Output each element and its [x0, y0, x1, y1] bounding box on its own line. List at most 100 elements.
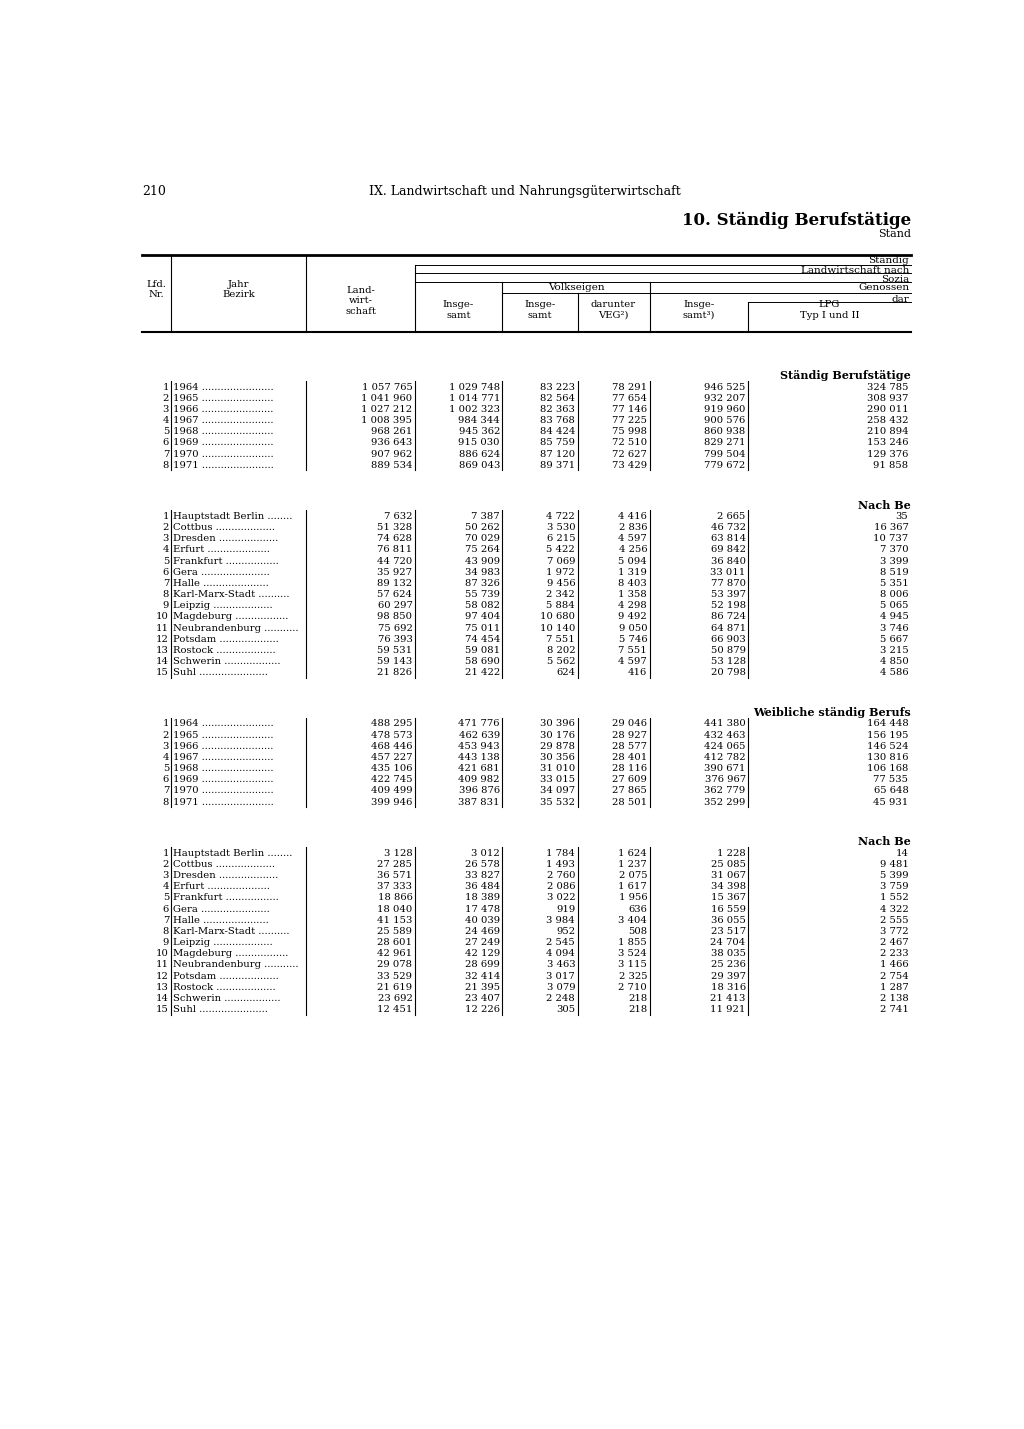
Text: 16 367: 16 367 — [873, 523, 908, 532]
Text: 21 619: 21 619 — [377, 983, 413, 992]
Text: 1 466: 1 466 — [880, 960, 908, 969]
Text: 4: 4 — [163, 416, 169, 424]
Text: 33 015: 33 015 — [540, 776, 575, 785]
Text: 936 643: 936 643 — [371, 439, 413, 447]
Text: 89 132: 89 132 — [377, 579, 413, 587]
Text: 1 956: 1 956 — [618, 893, 647, 903]
Text: 58 082: 58 082 — [465, 602, 500, 610]
Text: 3 746: 3 746 — [880, 623, 908, 633]
Text: 7 551: 7 551 — [547, 634, 575, 644]
Text: 4 322: 4 322 — [880, 905, 908, 913]
Text: 2 710: 2 710 — [618, 983, 647, 992]
Text: 1966 .......................: 1966 ....................... — [173, 404, 273, 414]
Text: 945 362: 945 362 — [459, 427, 500, 436]
Text: 29 078: 29 078 — [378, 960, 413, 969]
Text: Magdeburg .................: Magdeburg ................. — [173, 613, 289, 622]
Text: 7 387: 7 387 — [471, 512, 500, 522]
Text: Gera ......................: Gera ...................... — [173, 905, 269, 913]
Text: 7 551: 7 551 — [618, 646, 647, 654]
Text: Genossen: Genossen — [858, 283, 909, 292]
Text: 53 397: 53 397 — [711, 590, 745, 599]
Text: 5 351: 5 351 — [880, 579, 908, 587]
Text: 85 759: 85 759 — [541, 439, 575, 447]
Text: 421 681: 421 681 — [459, 765, 500, 773]
Text: 7: 7 — [163, 786, 169, 796]
Text: 76 393: 76 393 — [378, 634, 413, 644]
Text: 75 011: 75 011 — [465, 623, 500, 633]
Text: 9 492: 9 492 — [618, 613, 647, 622]
Text: 443 138: 443 138 — [459, 753, 500, 762]
Text: 1 287: 1 287 — [880, 983, 908, 992]
Text: 779 672: 779 672 — [705, 460, 745, 470]
Text: 3 772: 3 772 — [880, 927, 908, 936]
Text: 74 628: 74 628 — [378, 534, 413, 543]
Text: 6: 6 — [163, 776, 169, 785]
Text: 5: 5 — [163, 427, 169, 436]
Text: 3 399: 3 399 — [880, 557, 908, 566]
Text: 1: 1 — [163, 512, 169, 522]
Text: 6 215: 6 215 — [547, 534, 575, 543]
Text: 1967 .......................: 1967 ....................... — [173, 416, 273, 424]
Text: 10 680: 10 680 — [541, 613, 575, 622]
Text: 508: 508 — [628, 927, 647, 936]
Text: 1965 .......................: 1965 ....................... — [173, 730, 273, 740]
Text: 4 416: 4 416 — [618, 512, 647, 522]
Text: 3 022: 3 022 — [547, 893, 575, 903]
Text: 42 129: 42 129 — [465, 949, 500, 959]
Text: Potsdam ...................: Potsdam ................... — [173, 634, 279, 644]
Text: 1 319: 1 319 — [618, 567, 647, 577]
Text: 82 363: 82 363 — [541, 404, 575, 414]
Text: 2: 2 — [163, 394, 169, 403]
Text: 1 493: 1 493 — [546, 860, 575, 869]
Text: Ständig Berufstätige: Ständig Berufstätige — [780, 370, 910, 382]
Text: Sozia: Sozia — [881, 274, 909, 284]
Text: 218: 218 — [628, 995, 647, 1003]
Text: 20 798: 20 798 — [711, 669, 745, 677]
Text: Gera ......................: Gera ...................... — [173, 567, 269, 577]
Text: 27 609: 27 609 — [612, 776, 647, 785]
Text: 4 586: 4 586 — [880, 669, 908, 677]
Text: 21 413: 21 413 — [711, 995, 745, 1003]
Text: 156 195: 156 195 — [867, 730, 908, 740]
Text: 28 927: 28 927 — [612, 730, 647, 740]
Text: 2 836: 2 836 — [618, 523, 647, 532]
Text: 5 562: 5 562 — [547, 657, 575, 666]
Text: 3 215: 3 215 — [880, 646, 908, 654]
Text: 1 237: 1 237 — [618, 860, 647, 869]
Text: Schwerin ..................: Schwerin .................. — [173, 995, 281, 1003]
Text: 799 504: 799 504 — [705, 450, 745, 459]
Text: 17 478: 17 478 — [465, 905, 500, 913]
Text: 29 878: 29 878 — [541, 742, 575, 750]
Text: Land-
wirt-
schaft: Land- wirt- schaft — [345, 286, 376, 316]
Text: 98 850: 98 850 — [378, 613, 413, 622]
Text: 18 866: 18 866 — [378, 893, 413, 903]
Text: 1 029 748: 1 029 748 — [449, 383, 500, 392]
Text: 14: 14 — [156, 657, 169, 666]
Text: 65 648: 65 648 — [873, 786, 908, 796]
Text: 2 741: 2 741 — [880, 1005, 908, 1015]
Text: 36 484: 36 484 — [465, 882, 500, 892]
Text: 53 128: 53 128 — [711, 657, 745, 666]
Text: Halle .....................: Halle ..................... — [173, 916, 268, 925]
Text: 59 143: 59 143 — [377, 657, 413, 666]
Text: 23 517: 23 517 — [711, 927, 745, 936]
Text: 37 333: 37 333 — [378, 882, 413, 892]
Text: 453 943: 453 943 — [459, 742, 500, 750]
Text: 40 039: 40 039 — [465, 916, 500, 925]
Text: 5: 5 — [163, 765, 169, 773]
Text: Magdeburg .................: Magdeburg ................. — [173, 949, 289, 959]
Text: 87 326: 87 326 — [465, 579, 500, 587]
Text: 83 768: 83 768 — [541, 416, 575, 424]
Text: 1964 .......................: 1964 ....................... — [173, 383, 273, 392]
Text: 4 850: 4 850 — [880, 657, 908, 666]
Text: 30 356: 30 356 — [541, 753, 575, 762]
Text: 907 962: 907 962 — [371, 450, 413, 459]
Text: 25 236: 25 236 — [711, 960, 745, 969]
Text: 50 879: 50 879 — [711, 646, 745, 654]
Text: 10 737: 10 737 — [873, 534, 908, 543]
Text: 12 451: 12 451 — [377, 1005, 413, 1015]
Text: 27 865: 27 865 — [612, 786, 647, 796]
Text: 10: 10 — [157, 949, 169, 959]
Text: 3 524: 3 524 — [618, 949, 647, 959]
Text: 130 816: 130 816 — [867, 753, 908, 762]
